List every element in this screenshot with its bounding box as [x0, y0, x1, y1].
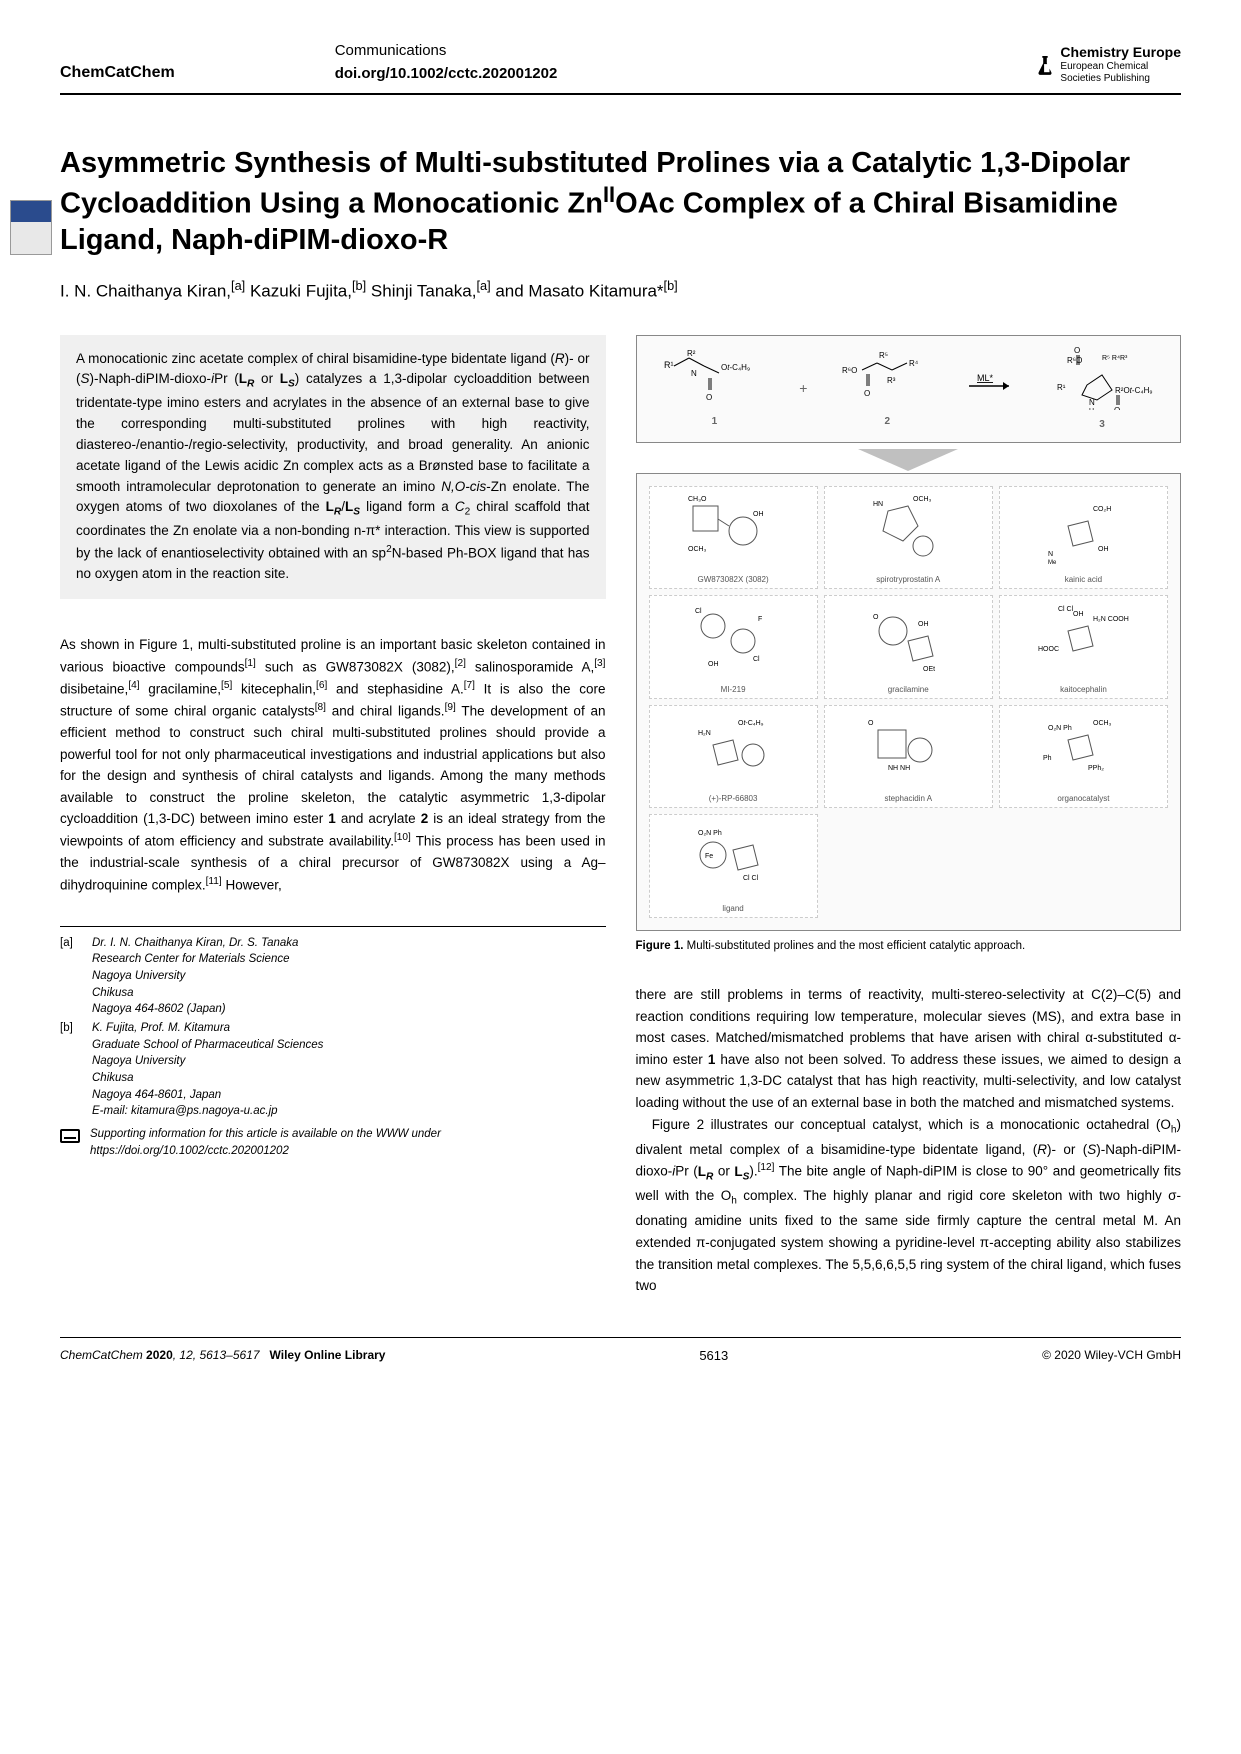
svg-text:Cl Cl: Cl Cl — [1058, 606, 1074, 613]
publisher-sub2: Societies Publishing — [1060, 73, 1181, 85]
copyright: © 2020 Wiley-VCH GmbH — [1042, 1346, 1181, 1364]
abstract-box: A monocationic zinc acetate complex of c… — [60, 335, 606, 600]
svg-text:CH₃O: CH₃O — [688, 496, 707, 503]
svg-text:N: N — [691, 369, 697, 378]
reactant-2: R⁶OR⁵R⁴R³O 2 — [837, 348, 937, 430]
svg-text:OH: OH — [918, 621, 929, 628]
svg-text:OH: OH — [708, 661, 719, 668]
mol-ligand: FeCl ClO₂N Phligand — [649, 814, 818, 918]
svg-text:O: O — [1114, 406, 1120, 410]
right-column: R¹R²NOt-C₄H₉O 1 + R⁶OR⁵R⁴R³O 2 ML* NHR¹R — [636, 335, 1182, 1297]
figure-1: R¹R²NOt-C₄H₉O 1 + R⁶OR⁵R⁴R³O 2 ML* NHR¹R — [636, 335, 1182, 931]
affil-b: K. Fujita, Prof. M. Kitamura Graduate Sc… — [92, 1020, 323, 1120]
svg-text:Cl Cl: Cl Cl — [743, 875, 759, 882]
svg-text:O: O — [864, 389, 870, 398]
svg-text:O₂N Ph: O₂N Ph — [1048, 725, 1072, 732]
svg-text:OCH₃: OCH₃ — [913, 496, 932, 503]
svg-text:Me: Me — [1048, 560, 1057, 566]
mol-gracil: OOHOEtgracilamine — [824, 595, 993, 699]
svg-text:H: H — [1089, 408, 1094, 410]
mol-kainic: CO₂HOHNMekainic acid — [999, 486, 1168, 590]
plus-sign: + — [799, 378, 807, 399]
svg-text:R²Ot-C₄H₉: R²Ot-C₄H₉ — [1115, 386, 1153, 395]
svg-text:Ot-C₄H₉: Ot-C₄H₉ — [738, 720, 764, 727]
svg-text:HN: HN — [873, 501, 883, 508]
affil-a: Dr. I. N. Chaithanya Kiran, Dr. S. Tanak… — [92, 935, 298, 1018]
author-list: I. N. Chaithanya Kiran,[a] Kazuki Fujita… — [60, 276, 1181, 304]
svg-text:OEt: OEt — [923, 666, 935, 673]
mol-rp: Ot-C₄H₉H₂N(+)-RP-66803 — [649, 705, 818, 809]
svg-text:R¹: R¹ — [664, 360, 674, 370]
publisher-sub1: European Chemical — [1060, 61, 1181, 73]
page-header: ChemCatChem Communications doi.org/10.10… — [60, 40, 1181, 95]
supporting-info-icon — [60, 1129, 80, 1143]
svg-text:R⁴: R⁴ — [909, 359, 919, 368]
svg-text:H₂N: H₂N — [698, 730, 711, 737]
journal-name: ChemCatChem — [60, 61, 175, 85]
svg-text:NH NH: NH NH — [888, 765, 910, 772]
svg-text:N: N — [1089, 398, 1095, 407]
svg-text:OH: OH — [753, 511, 764, 518]
svg-text:R⁶O: R⁶O — [842, 366, 857, 375]
svg-text:O: O — [1074, 346, 1080, 355]
product-3: NHR¹R⁶OR⁵ R⁴R³R²Ot-C₄H₉OO 3 — [1047, 345, 1157, 432]
page-number: 5613 — [699, 1346, 728, 1366]
svg-text:F: F — [758, 616, 762, 623]
mol-mi219: ClFClOHMI-219 — [649, 595, 818, 699]
footer-citation: ChemCatChem 2020, 12, 5613–5617 Wiley On… — [60, 1346, 385, 1364]
doi-text: doi.org/10.1002/cctc.202001202 — [335, 63, 1037, 86]
left-column: A monocationic zinc acetate complex of c… — [60, 335, 606, 1297]
section-label: Communications — [335, 40, 1037, 63]
mol-steph: ONH NHstephacidin A — [824, 705, 993, 809]
cover-thumbnail — [10, 200, 52, 255]
svg-text:R⁵ R⁴R³: R⁵ R⁴R³ — [1102, 355, 1128, 362]
svg-text:Ot-C₄H₉: Ot-C₄H₉ — [721, 363, 750, 372]
svg-text:O₂N Ph: O₂N Ph — [698, 830, 722, 837]
body-paragraph-1: As shown in Figure 1, multi-substituted … — [60, 634, 606, 896]
mol-orgcat: O₂N PhPhPPh₂OCH₃organocatalyst — [999, 705, 1168, 809]
body-paragraph-2: there are still problems in terms of rea… — [636, 984, 1182, 1297]
svg-text:OH: OH — [1098, 546, 1109, 553]
supporting-info-text: Supporting information for this article … — [90, 1126, 606, 1159]
reactant-1: R¹R²NOt-C₄H₉O 1 — [659, 348, 769, 430]
affiliations: [a] Dr. I. N. Chaithanya Kiran, Dr. S. T… — [60, 926, 606, 1160]
svg-text:R³: R³ — [887, 376, 896, 385]
svg-text:O: O — [706, 393, 712, 402]
svg-text:O: O — [868, 720, 874, 727]
figure-1-caption: Figure 1. Multi-substituted prolines and… — [636, 939, 1182, 955]
svg-text:R⁶O: R⁶O — [1067, 356, 1082, 365]
svg-text:PPh₂: PPh₂ — [1088, 765, 1104, 772]
svg-text:Ph: Ph — [1043, 755, 1052, 762]
svg-text:CO₂H: CO₂H — [1093, 506, 1111, 513]
svg-text:Fe: Fe — [705, 853, 713, 860]
molecule-grid: CH₃OOCH₃OHGW873082X (3082) HNOCH₃spirotr… — [636, 473, 1182, 931]
svg-text:OCH₃: OCH₃ — [688, 546, 707, 553]
svg-text:R²: R² — [687, 349, 696, 358]
affil-tag-a: [a] — [60, 935, 82, 1018]
svg-text:H₂N COOH: H₂N COOH — [1093, 616, 1129, 623]
reaction-arrow: ML* — [967, 371, 1017, 406]
mol-3082: CH₃OOCH₃OHGW873082X (3082) — [649, 486, 818, 590]
mol-kaito: HOOCOHCl ClH₂N COOHkaitocephalin — [999, 595, 1168, 699]
article-title: Asymmetric Synthesis of Multi-substitute… — [60, 145, 1181, 258]
reaction-scheme: R¹R²NOt-C₄H₉O 1 + R⁶OR⁵R⁴R³O 2 ML* NHR¹R — [636, 335, 1182, 443]
flask-icon — [1036, 54, 1054, 76]
arrow-down-icon — [858, 449, 958, 471]
publisher-brand: Chemistry Europe — [1060, 44, 1181, 61]
svg-text:OCH₃: OCH₃ — [1093, 720, 1112, 727]
svg-text:Cl: Cl — [695, 608, 702, 615]
svg-text:R⁵: R⁵ — [879, 351, 888, 360]
svg-text:O: O — [873, 614, 879, 621]
mol-spiro: HNOCH₃spirotryprostatin A — [824, 486, 993, 590]
svg-text:HOOC: HOOC — [1038, 646, 1059, 653]
page-footer: ChemCatChem 2020, 12, 5613–5617 Wiley On… — [60, 1337, 1181, 1366]
svg-text:Cl: Cl — [753, 656, 760, 663]
header-center: Communications doi.org/10.1002/cctc.2020… — [175, 40, 1037, 85]
svg-text:R¹: R¹ — [1057, 383, 1066, 392]
svg-text:OH: OH — [1073, 611, 1084, 618]
affil-tag-b: [b] — [60, 1020, 82, 1120]
svg-text:ML*: ML* — [977, 373, 994, 383]
svg-text:N: N — [1048, 551, 1053, 558]
publisher-block: Chemistry Europe European Chemical Socie… — [1036, 44, 1181, 85]
